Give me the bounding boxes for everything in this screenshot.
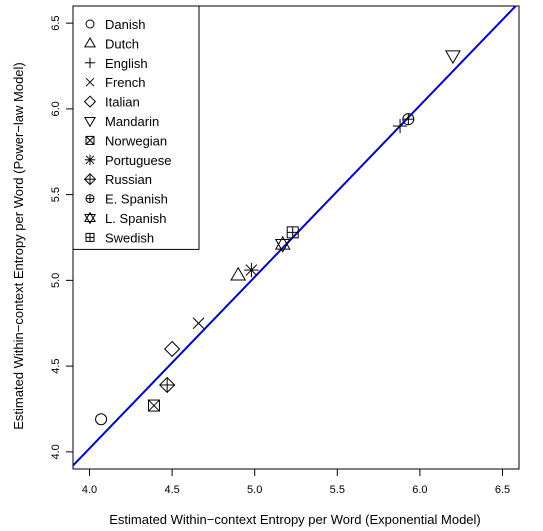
point-mandarin: [445, 50, 461, 65]
legend-label-mandarin: Mandarin: [105, 114, 159, 129]
legend-marker-danish: [85, 19, 95, 29]
legend-label-swedish: Swedish: [105, 230, 154, 245]
legend-label-italian: Italian: [105, 95, 140, 110]
legend-label-french: French: [105, 75, 145, 90]
legend-label-portuguese: Portuguese: [105, 153, 172, 168]
legend-marker-portuguese: [84, 154, 96, 165]
legend-marker-l-spanish: [84, 211, 96, 225]
legend-label-norwegian: Norwegian: [105, 133, 167, 148]
x-tick-label: 4.5: [164, 484, 179, 496]
point-norwegian-stroke: [148, 399, 160, 412]
point-norwegian-shape: [147, 399, 160, 412]
legend-marker-english: [84, 57, 96, 68]
y-tick-label: 6.5: [50, 15, 62, 30]
legend-marker-norwegian: [85, 135, 95, 145]
legend-marker-l-spanish-shape: [84, 211, 96, 223]
fit-line: [73, 6, 518, 467]
legend-marker-french: [85, 77, 95, 87]
legend-marker-mandarin-shape: [84, 116, 96, 128]
point-l-spanish-shape: [274, 239, 291, 253]
legend-marker-portuguese-stroke: [85, 155, 95, 165]
legend-marker-dutch-shape: [84, 36, 96, 48]
legend: Danish Dutch English French Italian Mandarin N…: [72, 5, 200, 250]
x-tick-label: 6.5: [495, 484, 510, 496]
point-swedish: [286, 226, 299, 239]
point-l-spanish-shape: [274, 235, 291, 250]
x-tick-label: 6.0: [412, 484, 427, 496]
point-e-spanish: [402, 113, 415, 126]
point-italian: [163, 340, 181, 358]
legend-marker-swedish: [85, 232, 95, 242]
legend-label-dutch: Dutch: [105, 36, 139, 51]
legend-marker-mandarin: [84, 116, 96, 128]
legend-marker-italian-shape: [83, 95, 97, 108]
legend-marker-norwegian-shape: [85, 135, 95, 145]
legend-marker-french-stroke: [85, 77, 95, 87]
point-portuguese-stroke: [245, 264, 258, 276]
y-tick-label: 6.0: [50, 101, 62, 116]
point-english: [392, 118, 408, 134]
x-tick-label: 5.0: [247, 484, 262, 496]
legend-label-e-spanish: E. Spanish: [105, 192, 168, 207]
point-russian: [159, 376, 176, 394]
point-danish: [95, 413, 108, 426]
legend-label-l-spanish: L. Spanish: [105, 211, 166, 226]
point-l-spanish: [274, 235, 291, 253]
point-french: [192, 317, 205, 330]
point-dutch-shape: [230, 266, 247, 281]
point-dutch: [230, 266, 247, 281]
legend-marker-l-spanish-shape: [84, 213, 96, 225]
plot-area: 4.0 4.5 5.0 5.5 6.0 6.5 4.0 4.5 5.0 5.5 6.0 6.5 Dani…: [50, 5, 520, 496]
point-danish-shape: [95, 413, 108, 426]
legend-marker-dutch: [84, 36, 96, 48]
y-tick-label: 5.0: [50, 273, 62, 288]
y-tick-label: 4.5: [50, 358, 62, 373]
legend-label-russian: Russian: [105, 172, 152, 187]
legend-label-english: English: [105, 56, 148, 71]
legend-marker-e-spanish: [85, 194, 95, 204]
legend-marker-danish-shape: [85, 19, 95, 29]
x-tick-label: 5.5: [330, 484, 345, 496]
x-tick-label: 4.0: [82, 484, 97, 496]
legend-marker-russian: [83, 173, 97, 186]
y-axis-label: Estimated Within−context Entropy per Wor…: [11, 62, 26, 430]
point-italian-shape: [163, 340, 181, 358]
y-tick-label: 4.0: [50, 444, 62, 459]
point-mandarin-shape: [445, 50, 461, 65]
legend-marker-norwegian-stroke: [85, 136, 95, 145]
point-norwegian: [147, 399, 160, 412]
x-axis-label: Estimated Within−context Entropy per Wor…: [109, 512, 481, 527]
point-portuguese: [244, 262, 259, 278]
legend-label-danish: Danish: [105, 17, 145, 32]
y-tick-label: 5.5: [50, 187, 62, 202]
legend-marker-italian: [83, 95, 97, 108]
point-french-stroke: [192, 317, 205, 330]
